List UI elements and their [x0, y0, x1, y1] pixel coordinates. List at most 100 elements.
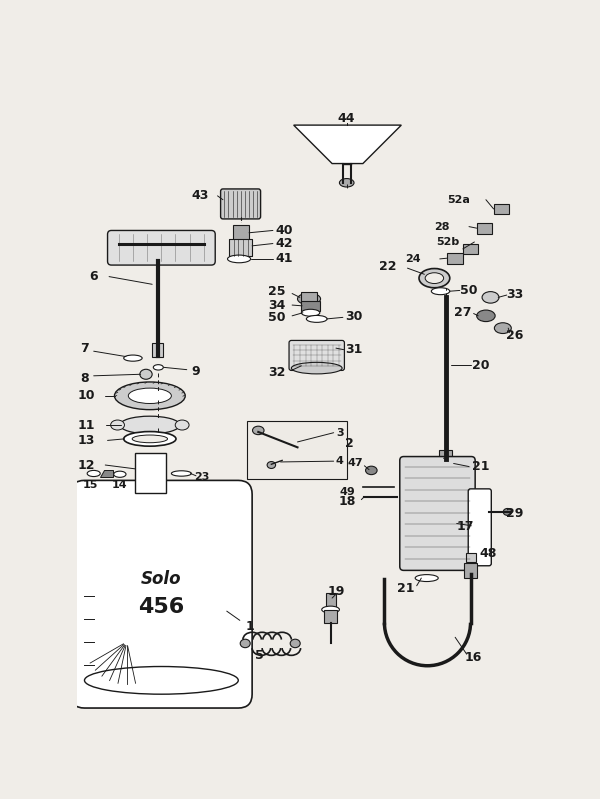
Ellipse shape	[172, 471, 191, 476]
FancyBboxPatch shape	[71, 480, 252, 708]
Text: 456: 456	[138, 598, 185, 618]
Ellipse shape	[110, 420, 124, 430]
FancyBboxPatch shape	[221, 189, 260, 219]
Text: 2: 2	[346, 437, 354, 450]
Text: 44: 44	[337, 113, 355, 125]
Text: 28: 28	[434, 221, 450, 232]
Text: 23: 23	[194, 472, 209, 483]
Ellipse shape	[340, 178, 354, 187]
Text: 52b: 52b	[436, 237, 459, 247]
Ellipse shape	[298, 293, 320, 304]
Ellipse shape	[503, 508, 512, 515]
Ellipse shape	[124, 431, 176, 446]
Ellipse shape	[365, 466, 377, 475]
Ellipse shape	[85, 666, 238, 694]
Ellipse shape	[297, 342, 337, 354]
Text: 11: 11	[77, 419, 95, 431]
Bar	[324, 610, 337, 623]
Ellipse shape	[307, 316, 327, 322]
Text: 10: 10	[77, 389, 95, 403]
Text: 32: 32	[268, 366, 286, 380]
Ellipse shape	[431, 288, 450, 295]
Text: 20: 20	[472, 359, 489, 372]
Text: 50: 50	[460, 284, 478, 297]
Bar	[466, 553, 476, 562]
Text: 1: 1	[245, 620, 254, 633]
Text: 15: 15	[83, 480, 98, 490]
Bar	[152, 343, 163, 356]
Bar	[494, 204, 509, 214]
Text: 49: 49	[340, 487, 355, 497]
Ellipse shape	[128, 388, 172, 403]
Text: 18: 18	[339, 495, 356, 508]
Bar	[464, 563, 477, 578]
Text: 8: 8	[80, 372, 89, 384]
Text: 47: 47	[347, 459, 363, 468]
Text: 7: 7	[80, 342, 89, 355]
Ellipse shape	[482, 292, 499, 303]
Text: 30: 30	[345, 310, 362, 323]
Ellipse shape	[476, 310, 495, 321]
Text: 3: 3	[336, 427, 344, 438]
Ellipse shape	[154, 364, 163, 370]
Text: 33: 33	[506, 288, 524, 300]
Text: 16: 16	[464, 650, 482, 664]
Bar	[247, 421, 347, 479]
Bar	[326, 593, 335, 608]
Text: 26: 26	[506, 329, 524, 342]
Polygon shape	[293, 125, 401, 164]
Text: 34: 34	[268, 299, 286, 312]
Ellipse shape	[120, 416, 180, 434]
Ellipse shape	[322, 606, 340, 613]
Bar	[229, 239, 252, 256]
Ellipse shape	[124, 355, 142, 361]
Text: 5: 5	[256, 650, 264, 662]
Bar	[448, 252, 463, 264]
Ellipse shape	[494, 323, 511, 333]
Ellipse shape	[240, 639, 250, 648]
Ellipse shape	[227, 255, 251, 263]
Text: 52a: 52a	[448, 195, 470, 205]
Text: 21: 21	[397, 582, 415, 594]
Text: 25: 25	[268, 285, 286, 299]
Text: 22: 22	[379, 260, 397, 273]
Text: 4: 4	[336, 456, 344, 466]
Text: 19: 19	[328, 586, 346, 598]
Text: 41: 41	[275, 252, 293, 265]
Ellipse shape	[175, 420, 189, 430]
Ellipse shape	[87, 471, 100, 476]
Ellipse shape	[115, 382, 185, 410]
Text: 42: 42	[275, 237, 293, 250]
Bar	[476, 223, 492, 233]
Text: 9: 9	[191, 364, 200, 378]
Ellipse shape	[290, 639, 300, 648]
Text: 12: 12	[77, 459, 95, 471]
Text: 40: 40	[275, 224, 293, 237]
Bar	[463, 244, 478, 254]
Ellipse shape	[253, 426, 264, 435]
FancyBboxPatch shape	[400, 456, 475, 570]
Text: Solo: Solo	[141, 570, 182, 588]
Ellipse shape	[114, 471, 126, 477]
Bar	[135, 454, 166, 494]
Text: 24: 24	[405, 254, 421, 264]
Ellipse shape	[267, 462, 275, 468]
Text: 6: 6	[89, 270, 98, 283]
FancyBboxPatch shape	[468, 489, 491, 566]
Ellipse shape	[431, 460, 454, 467]
Bar	[233, 225, 248, 240]
FancyBboxPatch shape	[289, 340, 344, 371]
Polygon shape	[100, 471, 113, 477]
Ellipse shape	[415, 574, 438, 582]
Bar	[301, 301, 320, 311]
Text: 27: 27	[454, 306, 472, 320]
Text: 13: 13	[77, 434, 95, 447]
Ellipse shape	[140, 369, 152, 380]
Ellipse shape	[301, 309, 320, 316]
Ellipse shape	[292, 363, 342, 374]
Text: 43: 43	[191, 189, 209, 202]
Text: 50: 50	[268, 311, 286, 324]
Text: 17: 17	[457, 520, 474, 533]
Bar	[301, 292, 317, 306]
FancyBboxPatch shape	[107, 230, 215, 265]
